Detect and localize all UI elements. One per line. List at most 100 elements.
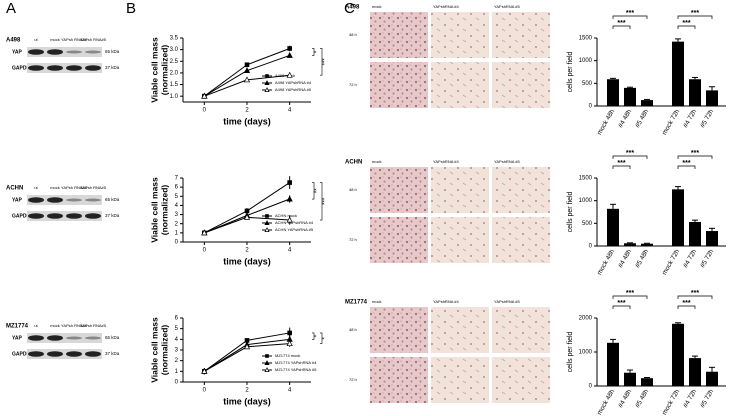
significance-bracket (677, 15, 713, 19)
legend-label: MZ1774 mock (275, 353, 300, 358)
micrograph (492, 62, 550, 108)
blot-row-label: GAPDH (12, 65, 30, 71)
data-point (287, 46, 292, 51)
blot-strip (27, 211, 102, 221)
data-point (243, 67, 251, 74)
micrograph (492, 167, 550, 213)
bar (624, 243, 636, 246)
blot-size-label: 37 kDa (105, 213, 120, 218)
bar (706, 90, 718, 106)
row-label: 48 h (349, 327, 357, 332)
lane-label: YAPsh RNA#4 (61, 185, 88, 190)
panel-label: C (344, 0, 355, 17)
significance-bracket (320, 182, 323, 221)
y-axis-label: (normalized) (159, 45, 169, 96)
data-point (244, 62, 250, 68)
column-label: YAPshRNA #4 (433, 159, 459, 164)
y-tick-label: 5 (175, 194, 179, 200)
x-tick-label: 4 (288, 108, 292, 114)
column-label: mock (372, 159, 382, 164)
micrograph (492, 307, 550, 353)
x-tick-label: mock 72h (661, 388, 681, 416)
x-tick-label: #5 72h (699, 108, 715, 129)
bar (706, 371, 718, 386)
significance-bracket (677, 165, 696, 169)
micrograph (492, 217, 550, 263)
column-label: YAPshRNA #4 (433, 299, 459, 304)
x-axis-label: time (days) (223, 396, 271, 406)
data-point (244, 208, 250, 214)
column-label: mock (372, 4, 382, 9)
micrograph (370, 307, 428, 353)
x-tick-label: mock 48h (596, 248, 616, 276)
bar (624, 372, 636, 386)
data-point (287, 180, 292, 185)
column-label: YAPshRNA #5 (494, 299, 520, 304)
significance-bracket (312, 332, 315, 340)
series-line (204, 182, 290, 234)
significance-label: *** (617, 300, 625, 307)
y-tick-label: 0 (589, 104, 593, 110)
x-tick-label: #4 48h (617, 248, 633, 269)
data-point (286, 195, 293, 202)
significance-bracket (320, 332, 323, 344)
data-point (287, 330, 292, 336)
lane-label: YAPsh RNA#5 (80, 37, 107, 42)
blot-row-label: YAP (12, 197, 22, 203)
significance-bracket (612, 155, 648, 159)
x-tick-label: #5 48h (634, 108, 650, 129)
blot-strip (27, 195, 102, 205)
panel-label: A (6, 0, 16, 17)
blot-band (66, 65, 82, 71)
y-tick-label: 6 (175, 316, 179, 322)
y-tick-label: 0 (175, 380, 179, 386)
significance-label: *** (691, 10, 699, 17)
significance-label: *** (323, 197, 329, 205)
x-tick-label: #5 48h (634, 388, 650, 409)
blot-size-label: 65 kDa (105, 49, 120, 54)
blot-band (28, 351, 44, 357)
blot-band (47, 49, 63, 55)
legend-label: MZ1774 YAPshRNA #4 (275, 360, 317, 365)
significance-bracket (312, 182, 315, 200)
y-tick-label: 500 (582, 81, 593, 87)
data-point (286, 340, 293, 347)
y-tick-label: 1500 (579, 36, 593, 42)
y-axis-label: Viable cell mass (149, 37, 159, 103)
blot-row-label: GAPDH (12, 351, 30, 357)
blot-band (66, 198, 82, 202)
y-tick-label: 0 (589, 244, 593, 250)
bar (672, 41, 684, 107)
blot-strip (27, 63, 102, 73)
blot-band (47, 335, 63, 341)
micrograph (431, 217, 489, 263)
micrograph (370, 12, 428, 58)
legend-label: ACHN YAPshRNA #5 (275, 227, 314, 232)
blot-band (85, 65, 101, 71)
blot-row-label: YAP (12, 335, 22, 341)
x-tick-label: 2 (245, 108, 249, 114)
micrograph (492, 357, 550, 403)
significance-bracket (612, 295, 648, 299)
bar (689, 79, 701, 106)
legend-marker (264, 367, 270, 372)
y-tick-label: 0 (175, 240, 179, 246)
legend-marker (265, 214, 269, 218)
bar (624, 87, 636, 106)
legend-marker (264, 227, 270, 232)
legend-label: ACHN mock (275, 213, 297, 218)
blot-band (66, 50, 82, 54)
x-tick-label: mock 72h (661, 248, 681, 276)
significance-label: * (315, 334, 321, 337)
significance-label: *** (617, 20, 625, 27)
x-axis-label: time (days) (223, 116, 271, 126)
x-tick-label: #4 72h (682, 388, 698, 409)
blot-strip (27, 47, 102, 57)
y-tick-label: 1000 (579, 58, 593, 64)
y-tick-label: 3 (175, 212, 179, 218)
lane-label: YAPsh RNA#5 (80, 323, 107, 328)
lane-label: mock (50, 323, 60, 328)
blot-band (28, 49, 44, 55)
blot-band (85, 351, 101, 357)
blot-band (66, 351, 82, 357)
